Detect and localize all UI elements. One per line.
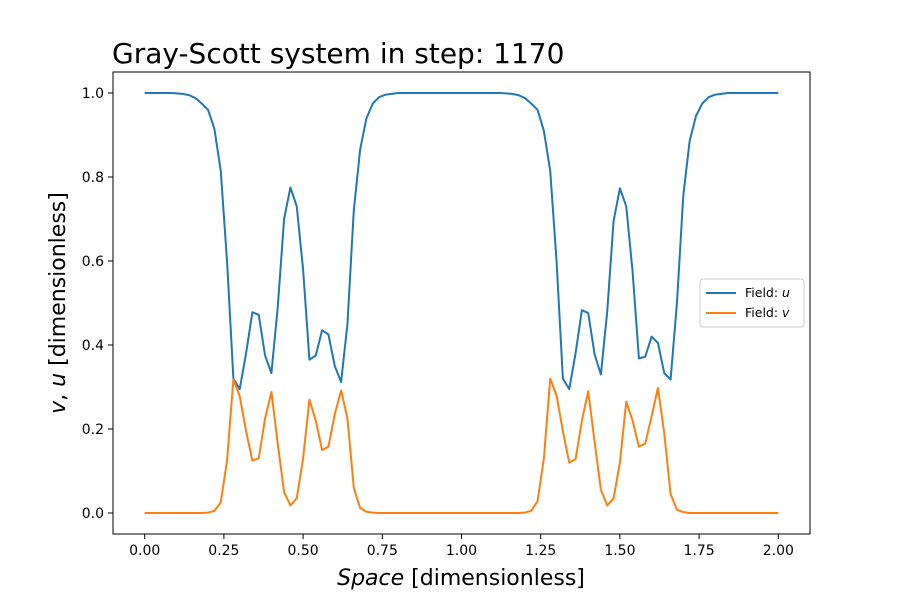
x-tick-label: 1.00 [446, 543, 477, 559]
x-tick-label: 0.50 [288, 543, 319, 559]
chart-title: Gray-Scott system in step: 1170 [112, 37, 564, 70]
plot-frame [112, 71, 811, 535]
x-tick-label: 0.75 [367, 543, 398, 559]
y-tick-label: 0.0 [82, 506, 104, 522]
y-tick-label: 0.8 [82, 170, 104, 186]
x-tick-label: 0.00 [129, 543, 160, 559]
legend-label-v: Field: v [745, 305, 790, 320]
series-layer [144, 92, 779, 514]
x-tick-label: 2.00 [763, 543, 794, 559]
x-axis-label: Space [dimensionless] [337, 566, 585, 591]
legend-box [699, 278, 805, 328]
y-axis-label: v, u [dimensionless] [46, 192, 71, 414]
x-tick-label: 1.75 [684, 543, 715, 559]
x-tick-label: 1.50 [604, 543, 635, 559]
y-tick-label: 0.6 [82, 254, 104, 270]
y-axis-ticks: 0.0 0.2 0.4 0.6 0.8 1.0 [82, 86, 113, 522]
y-tick-label: 0.2 [82, 422, 104, 438]
y-tick-label: 1.0 [82, 86, 104, 102]
series-line-u [144, 92, 779, 391]
x-tick-label: 1.25 [525, 543, 556, 559]
legend-label-u: Field: u [745, 285, 790, 300]
legend: Field: u Field: v [699, 278, 805, 328]
y-tick-label: 0.4 [82, 338, 104, 354]
x-axis-ticks: 0.00 0.25 0.50 0.75 1.00 1.25 1.50 1.75 2.00 [129, 534, 794, 559]
x-tick-label: 0.25 [208, 543, 239, 559]
series-line-v [144, 377, 779, 514]
